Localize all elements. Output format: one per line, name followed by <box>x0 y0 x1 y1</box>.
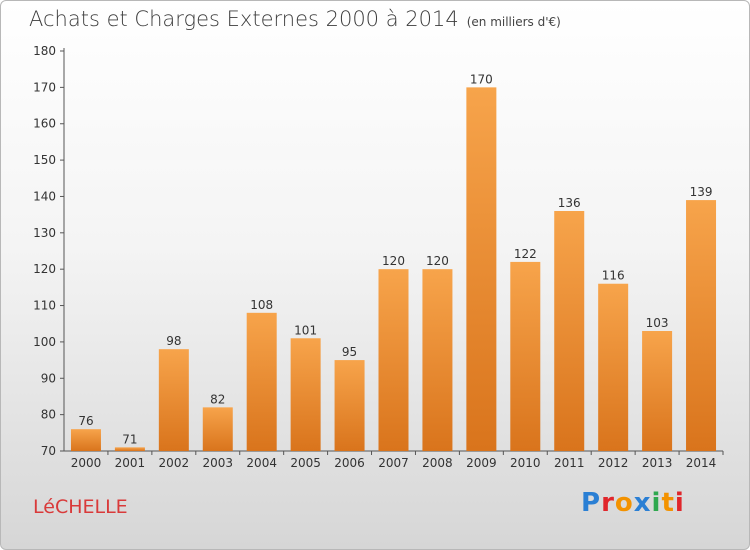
bar-value-label: 136 <box>558 196 581 210</box>
y-tick-label: 100 <box>33 335 56 349</box>
logo-letter: t <box>661 488 675 518</box>
x-tick-label: 2000 <box>71 456 102 470</box>
x-tick-label: 2013 <box>642 456 673 470</box>
x-tick-label: 2007 <box>378 456 409 470</box>
bar <box>246 312 277 451</box>
x-tick-label: 2006 <box>334 456 365 470</box>
proxiti-logo: Proxiti <box>581 488 685 518</box>
y-tick-label: 150 <box>33 153 56 167</box>
bar-value-label: 95 <box>342 345 357 359</box>
logo-letter: i <box>674 488 685 518</box>
bar-value-label: 170 <box>470 72 493 86</box>
bar-value-label: 122 <box>514 247 537 261</box>
bar <box>70 429 101 451</box>
x-tick-label: 2001 <box>115 456 146 470</box>
x-tick-label: 2004 <box>246 456 277 470</box>
bar-value-label: 108 <box>250 298 273 312</box>
bar <box>158 349 189 451</box>
x-tick-label: 2009 <box>466 456 497 470</box>
bar <box>642 331 673 451</box>
bar <box>114 447 145 451</box>
logo-letter: x <box>633 488 652 518</box>
bar <box>334 360 365 451</box>
logo-letter: i <box>651 488 662 518</box>
bar-value-label: 82 <box>210 392 225 406</box>
x-tick-label: 2012 <box>598 456 629 470</box>
bar-value-label: 120 <box>426 254 449 268</box>
bar <box>422 269 453 451</box>
logo-letter: P <box>581 488 602 518</box>
y-tick-label: 170 <box>33 80 56 94</box>
bar <box>202 407 233 451</box>
title-text: Achats et Charges Externes 2000 à 2014 <box>29 7 459 31</box>
y-tick-label: 160 <box>33 117 56 131</box>
commune-name: LéCHELLE <box>33 496 128 518</box>
logo-letter: r <box>601 488 615 518</box>
chart-title: Achats et Charges Externes 2000 à 2014 (e… <box>29 7 561 31</box>
y-tick-label: 90 <box>41 371 56 385</box>
bar <box>686 200 717 451</box>
y-tick-label: 70 <box>41 444 56 458</box>
bar-value-label: 103 <box>646 316 669 330</box>
y-tick-label: 130 <box>33 226 56 240</box>
bar-value-label: 139 <box>690 185 713 199</box>
bar-value-label: 98 <box>166 334 181 348</box>
bar <box>554 211 585 451</box>
bar-value-label: 101 <box>294 323 317 337</box>
y-tick-label: 80 <box>41 408 56 422</box>
x-tick-label: 2005 <box>290 456 321 470</box>
bar <box>510 261 541 451</box>
bar-value-label: 76 <box>78 414 93 428</box>
title-unit: (en milliers d'€) <box>466 15 561 29</box>
x-tick-label: 2010 <box>510 456 541 470</box>
logo-letter: o <box>614 488 634 518</box>
bar-value-label: 120 <box>382 254 405 268</box>
bar <box>290 338 321 451</box>
y-tick-label: 180 <box>33 44 56 58</box>
bar <box>466 87 497 451</box>
y-tick-label: 110 <box>33 299 56 313</box>
x-tick-label: 2002 <box>159 456 190 470</box>
x-tick-label: 2011 <box>554 456 585 470</box>
y-tick-label: 140 <box>33 189 56 203</box>
bar-value-label: 116 <box>602 269 625 283</box>
bar-value-label: 71 <box>122 432 137 446</box>
x-tick-label: 2008 <box>422 456 453 470</box>
x-tick-label: 2003 <box>202 456 233 470</box>
y-tick-label: 120 <box>33 262 56 276</box>
bar <box>378 269 409 451</box>
x-tick-label: 2014 <box>686 456 717 470</box>
bar <box>598 283 629 451</box>
